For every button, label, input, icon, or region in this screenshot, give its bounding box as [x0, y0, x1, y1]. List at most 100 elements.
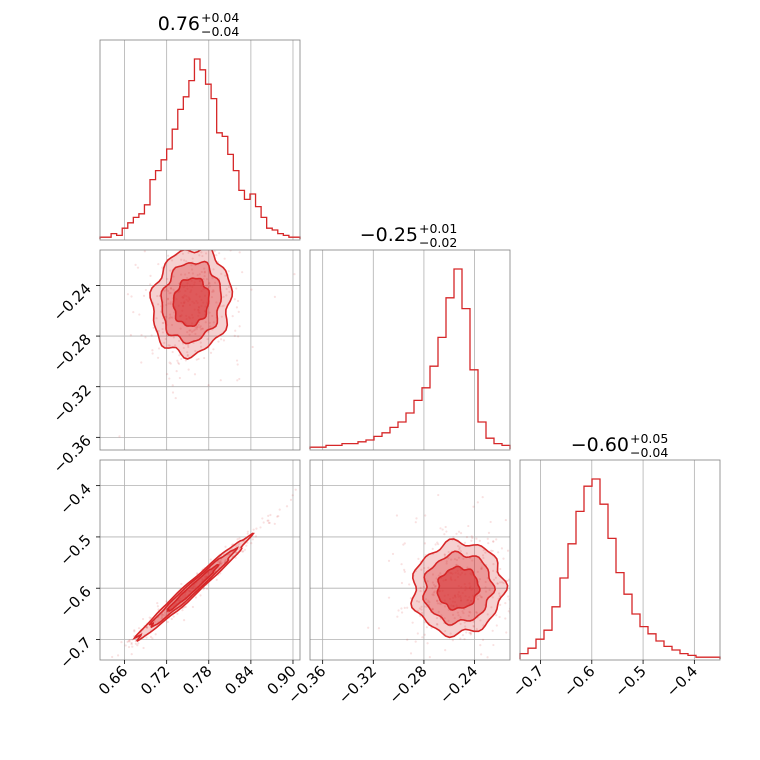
scatter-point — [420, 605, 423, 608]
scatter-point — [227, 285, 231, 289]
scatter-point — [235, 359, 239, 362]
scatter-point — [138, 313, 141, 316]
scatter-point — [525, 564, 527, 566]
scatter-point — [185, 276, 189, 280]
axes-frames — [99, 39, 721, 661]
scatter-point — [206, 243, 208, 245]
scatter-point — [182, 346, 185, 350]
scatter-point — [471, 536, 474, 540]
scatter-point — [465, 535, 469, 539]
x-tick-label-param-2: −0.6 — [560, 662, 598, 700]
scatter-point — [151, 352, 154, 355]
scatter-point — [406, 606, 409, 609]
scatter-point — [198, 273, 201, 276]
scatter-point — [113, 662, 115, 664]
scatter-point — [395, 514, 399, 517]
scatter-point — [443, 533, 446, 536]
contour-level-2 — [166, 563, 221, 612]
scatter-point — [177, 361, 180, 364]
scatter-point — [421, 611, 424, 615]
scatter-point — [409, 652, 413, 655]
scatter-point — [207, 330, 210, 333]
scatter-point — [241, 228, 243, 230]
scatter-point — [130, 295, 133, 298]
scatter-point — [150, 334, 153, 337]
scatter-point — [508, 598, 510, 601]
scatter-point — [457, 530, 461, 533]
scatter-point — [492, 563, 495, 566]
scatter-point — [457, 556, 461, 559]
scatter-point — [494, 576, 498, 579]
scatter-point — [124, 644, 127, 647]
scatter-point — [387, 596, 391, 599]
scatter-point — [220, 243, 222, 245]
scatter-point — [165, 303, 168, 307]
scatter-point — [163, 289, 166, 292]
scatter-point — [476, 594, 479, 597]
scatter-point — [241, 271, 244, 274]
scatter-point — [435, 623, 439, 626]
y-tick-label-param-2: −0.6 — [56, 582, 94, 620]
x-tick-label-param-1: −0.28 — [386, 662, 431, 707]
scatter-point — [431, 607, 434, 610]
axes-diag-1 — [309, 249, 511, 451]
scatter-point — [459, 532, 463, 535]
scatter-point — [170, 323, 174, 327]
scatter-point — [492, 540, 495, 543]
scatter-point — [439, 572, 442, 575]
scatter-point — [180, 273, 183, 276]
scatter-point — [456, 611, 460, 614]
scatter-point — [215, 578, 218, 581]
scatter-point — [161, 331, 165, 334]
scatter-point — [428, 600, 431, 604]
scatter-point — [522, 555, 524, 557]
scatter-point — [234, 329, 237, 332]
scatter-point — [161, 613, 164, 616]
scatter-point — [406, 638, 409, 641]
title-param-0-value: 0.76 — [158, 13, 200, 35]
scatter-point — [391, 552, 395, 556]
scatter-point — [168, 317, 171, 320]
scatter-point — [436, 623, 439, 626]
scatter-point — [462, 611, 465, 615]
scatter-point — [476, 501, 479, 504]
scatter-point — [449, 632, 452, 635]
tick-labels: 0.66 0.72 0.78 0.84 0.90−0.36 −0.32 −0.28 −0.24… — [50, 280, 702, 708]
scatter-point — [190, 264, 193, 267]
scatter-point — [472, 625, 475, 628]
scatter-point — [177, 362, 181, 365]
scatter-point — [209, 351, 213, 354]
scatter-point — [266, 519, 269, 522]
scatter-point — [184, 359, 187, 362]
scatter-point — [144, 336, 147, 339]
scatter-point — [422, 585, 425, 589]
scatter-point — [432, 583, 436, 586]
scatter-point — [241, 550, 244, 553]
scatter-point — [436, 541, 439, 544]
scatter-point — [198, 254, 201, 257]
scatter-point — [197, 357, 200, 361]
scatter-point — [278, 508, 281, 511]
scatter-point — [480, 596, 484, 599]
scatter-point — [447, 550, 450, 554]
scatter-point — [218, 562, 222, 565]
scatter-point — [500, 547, 504, 550]
scatter-point — [182, 618, 186, 622]
scatter-point — [170, 287, 173, 290]
scatter-point — [225, 294, 228, 297]
scatter-point — [481, 638, 485, 641]
scatter-point — [212, 289, 215, 292]
scatter-point — [403, 568, 406, 571]
scatter-point — [187, 251, 190, 254]
scatter-point — [443, 553, 446, 556]
scatter-point — [141, 617, 145, 621]
scatter-point — [163, 614, 166, 617]
scatter-point — [201, 240, 203, 242]
scatter-point — [174, 236, 176, 238]
scatter-point — [496, 582, 499, 585]
scatter-point — [420, 608, 423, 611]
scatter-point — [459, 637, 462, 640]
scatter-point — [170, 259, 174, 262]
scatter-point — [233, 298, 236, 301]
scatter-point — [427, 599, 430, 602]
